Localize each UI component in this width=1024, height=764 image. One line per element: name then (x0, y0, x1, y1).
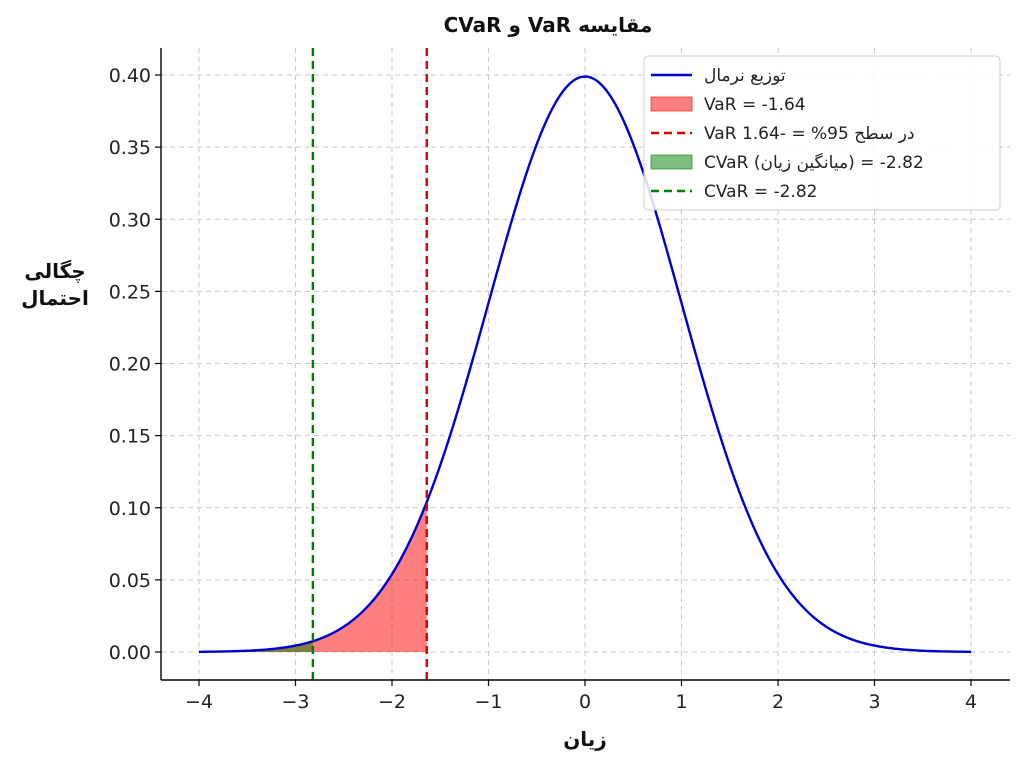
y-axis-label-line-2: احتمال (21, 286, 89, 310)
legend-label-2: VaR در سطح 95% = -1.64 (704, 124, 915, 144)
y-tick-label-3: 0.15 (109, 426, 151, 448)
x-tick-label-4: 0 (579, 691, 591, 713)
x-axis-label: زیان (563, 727, 607, 751)
shaded-region-cvar (199, 641, 313, 652)
y-axis-label-line-1: چگالی (24, 259, 85, 284)
legend-key-1 (650, 96, 693, 112)
x-tick-label-0: −4 (185, 691, 213, 713)
legend: توزیع نرمال VaR = -1.64 VaR در سطح 95% = -… (643, 55, 1001, 211)
normal-distribution-curve (198, 75, 972, 654)
shaded-region-var (199, 502, 427, 652)
legend-key-3 (650, 154, 693, 170)
curve-group (198, 75, 972, 654)
x-tick-label-3: −1 (474, 691, 502, 713)
x-tick-label-2: −2 (378, 691, 406, 713)
y-tick-label-1: 0.05 (109, 570, 151, 592)
x-ticks: −4 −3 −2 −1 0 1 2 3 4 (185, 680, 977, 713)
y-tick-label-0: 0.00 (109, 642, 151, 664)
x-tick-label-7: 3 (868, 691, 880, 713)
x-tick-label-1: −3 (281, 691, 309, 713)
y-tick-label-4: 0.20 (109, 354, 151, 376)
y-tick-label-2: 0.10 (109, 498, 151, 520)
x-tick-label-6: 2 (772, 691, 784, 713)
legend-label-1: VaR = -1.64 (704, 95, 806, 115)
vertical-lines (311, 48, 428, 680)
x-tick-label-8: 4 (965, 691, 977, 713)
legend-frame (643, 55, 1001, 211)
y-ticks: 0.00 0.05 0.10 0.15 0.20 0.25 0.30 0.35 0.40 (109, 65, 161, 664)
y-tick-label-8: 0.40 (109, 65, 151, 87)
y-tick-label-7: 0.35 (109, 137, 151, 159)
legend-label-3: CVaR (میانگین زیان) = -2.82 (704, 152, 924, 173)
y-tick-label-5: 0.25 (109, 281, 151, 303)
chart-title: مقایسه VaR و CVaR (444, 13, 653, 37)
legend-label-4: CVaR = -2.82 (704, 182, 817, 202)
legend-label-0: توزیع نرمال (704, 66, 786, 86)
x-tick-label-5: 1 (675, 691, 687, 713)
shaded-regions (199, 502, 427, 652)
y-tick-label-6: 0.30 (109, 209, 151, 231)
